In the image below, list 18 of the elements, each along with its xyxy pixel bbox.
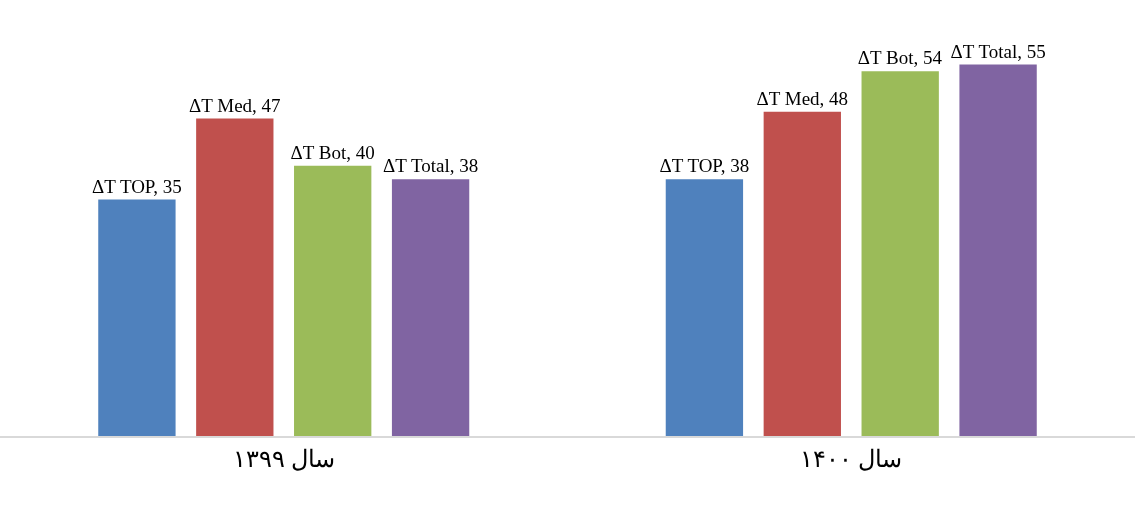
data-label: ΔT Med, 47: [189, 94, 281, 116]
data-label: ΔT Total, 38: [383, 155, 479, 177]
data-label: ΔT TOP, 38: [659, 155, 750, 177]
bar: [665, 179, 744, 436]
data-label: ΔT Med, 48: [756, 87, 849, 109]
bar: [391, 179, 470, 436]
data-label: ΔT Total, 55: [950, 40, 1046, 62]
bar: [763, 111, 841, 436]
data-label: ΔT Bot, 54: [857, 47, 943, 69]
data-label: ΔT Bot, 40: [290, 141, 375, 163]
bar: [861, 71, 939, 436]
bar: [294, 165, 372, 436]
data-label: ΔT TOP, 35: [91, 175, 182, 197]
bar: [959, 64, 1037, 436]
bar: [98, 199, 176, 436]
x-tick-label: سال ۱۴۰۰: [800, 445, 903, 472]
bar: [196, 118, 274, 436]
x-tick-label: سال ۱۳۹۹: [232, 445, 335, 472]
